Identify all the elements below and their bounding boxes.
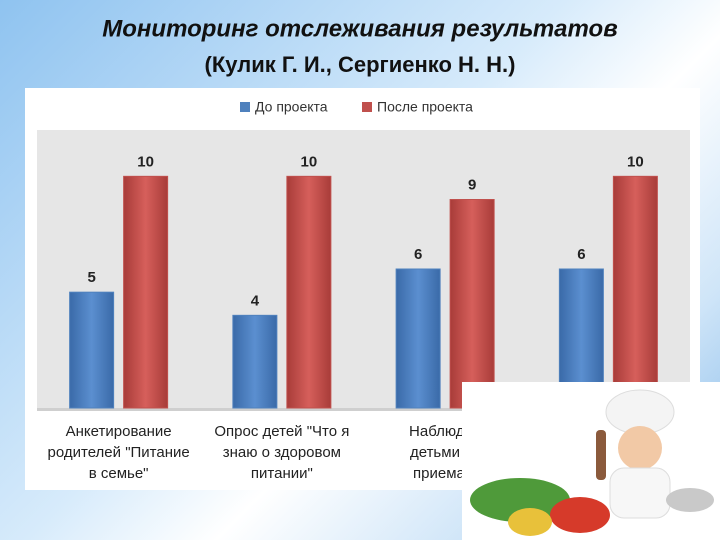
legend-swatch [362,102,372,112]
legend-label: До проекта [255,99,328,115]
legend-label: После проекта [377,99,473,115]
bar [612,175,658,409]
bar [395,268,441,409]
chart-title: Мониторинг отслеживания результатов [102,15,617,42]
value-label: 10 [627,153,644,170]
x-tick-label: знаю о здоровом [223,444,341,461]
legend-swatch [240,102,250,112]
value-label: 9 [468,176,476,193]
value-label: 6 [414,246,422,263]
x-tick-label: Опрос детей "Что я [214,423,349,440]
bar [123,175,169,409]
x-tick-label: приема п [413,465,477,482]
x-tick-label: Анкетирование [66,423,172,440]
x-tick-label: в семье" [89,465,149,482]
chart-subtitle: (Кулик Г. И., Сергиенко Н. Н.) [205,52,516,77]
value-label: 4 [251,292,260,309]
value-label: 10 [301,153,318,170]
bar [232,314,278,409]
bar [69,291,115,409]
bar [449,199,495,409]
value-label: 5 [87,269,95,286]
x-tick-label: питании" [251,465,313,482]
value-label: 10 [137,153,154,170]
value-label: 6 [577,246,585,263]
picture [462,382,720,540]
x-tick-label: родителей "Питание [48,444,190,461]
bar [286,175,332,409]
plot-floor [37,408,690,411]
